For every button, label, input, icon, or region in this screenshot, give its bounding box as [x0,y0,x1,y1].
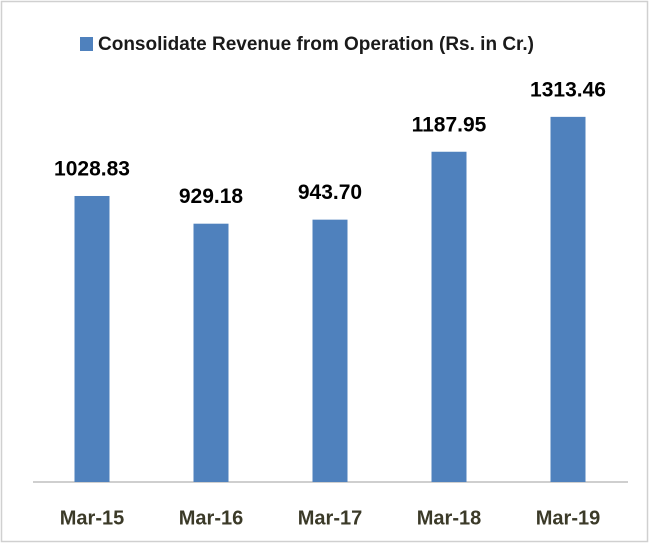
bar [74,195,110,482]
x-tick-label: Mar-17 [298,507,362,529]
bar [550,116,586,482]
bar [431,151,467,483]
data-label: 1028.83 [54,158,130,181]
bar [312,219,348,482]
data-label: 929.18 [179,185,244,208]
bar [193,223,229,482]
x-tick-label: Mar-19 [536,507,600,529]
x-tick-label: Mar-15 [60,507,124,529]
data-label: 943.70 [298,181,362,204]
data-label: 1313.46 [530,78,606,101]
x-tick-label: Mar-16 [179,507,243,529]
legend-swatch [80,37,93,51]
data-label: 1187.95 [412,113,487,136]
x-tick-label: Mar-18 [417,507,481,529]
legend-label: Consolidate Revenue from Operation (Rs. … [98,34,534,55]
